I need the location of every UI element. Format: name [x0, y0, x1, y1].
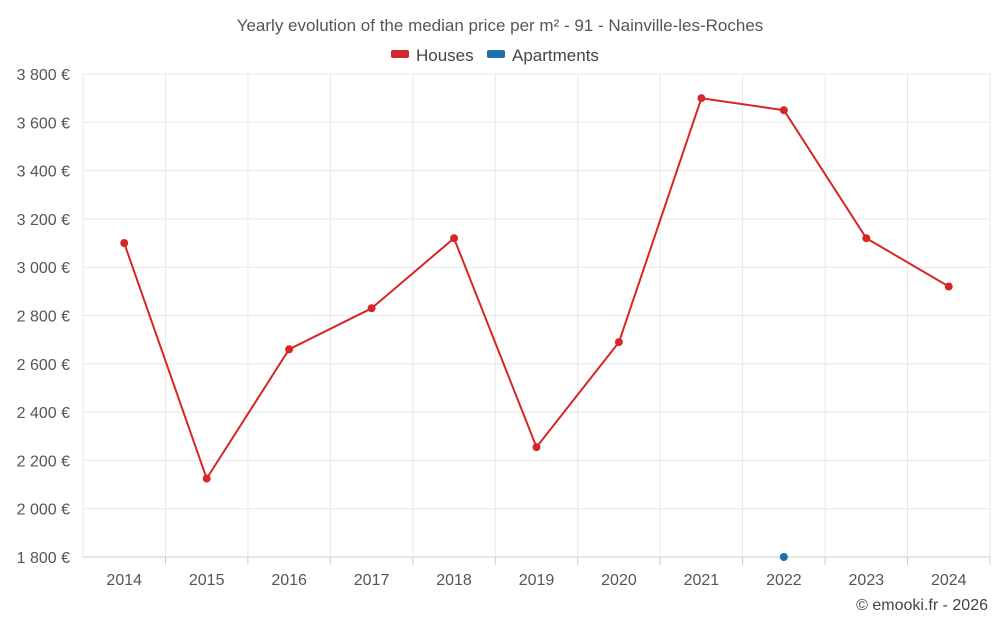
- x-tick-label: 2018: [436, 572, 472, 589]
- data-point-houses-2019[interactable]: [532, 443, 541, 452]
- x-tick-label: 2020: [601, 572, 637, 589]
- data-point-houses-2022[interactable]: [779, 106, 788, 115]
- x-axis: 2014 2015 2016 2017 2018 2019 2020 2021 2022 2023…: [106, 557, 991, 589]
- y-tick-label: 2 000 €: [17, 502, 70, 519]
- legend-swatch-houses: [391, 50, 409, 58]
- y-tick-label: 3 000 €: [17, 260, 70, 277]
- y-tick-label: 2 800 €: [17, 309, 70, 326]
- data-point-houses-2018[interactable]: [450, 234, 459, 243]
- data-point-houses-2017[interactable]: [367, 304, 376, 313]
- x-tick-label: 2021: [684, 572, 720, 589]
- data-point-houses-2014[interactable]: [120, 239, 129, 248]
- y-tick-label: 3 800 €: [17, 67, 70, 84]
- y-tick-label: 3 600 €: [17, 115, 70, 132]
- data-point-houses-2015[interactable]: [202, 474, 211, 483]
- x-tick-label: 2016: [271, 572, 307, 589]
- y-tick-label: 2 400 €: [17, 405, 70, 422]
- y-tick-label: 2 200 €: [17, 453, 70, 470]
- y-tick-label: 1 800 €: [17, 550, 70, 567]
- x-tick-label: 2024: [931, 572, 967, 589]
- data-point-houses-2020[interactable]: [614, 338, 623, 347]
- data-point-houses-2021[interactable]: [697, 94, 706, 103]
- grid: [82, 73, 991, 558]
- legend-item-apartments[interactable]: Apartments: [487, 46, 599, 65]
- y-axis: 1 800 € 2 000 € 2 200 € 2 400 € 2 600 € 2 800…: [17, 67, 70, 567]
- chart-title: Yearly evolution of the median price per…: [237, 16, 764, 35]
- y-tick-label: 3 200 €: [17, 212, 70, 229]
- credit-text: © emooki.fr - 2026: [856, 597, 988, 614]
- y-tick-label: 3 400 €: [17, 164, 70, 181]
- x-tick-label: 2014: [106, 572, 142, 589]
- legend-label-apartments: Apartments: [512, 46, 599, 65]
- y-tick-label: 2 600 €: [17, 357, 70, 374]
- data-point-apartments-2022[interactable]: [779, 553, 788, 561]
- legend-swatch-apartments: [487, 50, 505, 58]
- x-tick-label: 2023: [849, 572, 885, 589]
- x-tick-label: 2015: [189, 572, 225, 589]
- x-tick-label: 2022: [766, 572, 802, 589]
- series: [120, 94, 953, 561]
- data-point-houses-2023[interactable]: [862, 234, 871, 243]
- legend-item-houses[interactable]: Houses: [391, 46, 474, 65]
- data-point-houses-2024[interactable]: [944, 282, 953, 291]
- x-tick-label: 2017: [354, 572, 390, 589]
- legend-label-houses: Houses: [416, 46, 474, 65]
- data-point-houses-2016[interactable]: [285, 345, 294, 354]
- x-tick-label: 2019: [519, 572, 555, 589]
- legend: Houses Apartments: [391, 46, 599, 65]
